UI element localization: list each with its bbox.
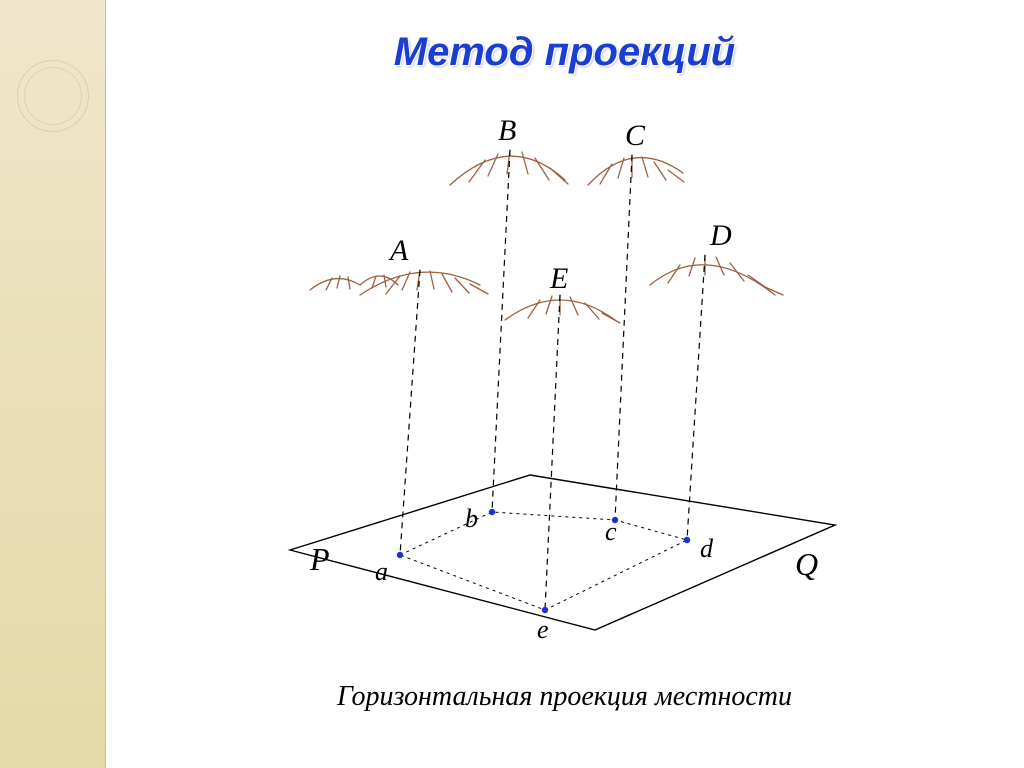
projected-polygon — [400, 512, 687, 610]
slide-title: Метод проекций — [105, 30, 1024, 75]
label-b: b — [465, 504, 478, 533]
label-a: a — [375, 557, 388, 586]
label-C: C — [625, 119, 646, 152]
label-D: D — [709, 219, 732, 252]
plane-parallelogram — [290, 475, 835, 630]
proj-line-c — [615, 155, 632, 520]
projection-diagram: A B C D E a b c d e P Q — [250, 120, 870, 700]
label-A: A — [388, 234, 409, 267]
dot-e — [542, 607, 548, 613]
proj-line-e — [545, 295, 560, 610]
peak-d — [650, 255, 783, 295]
hill-small-left — [310, 275, 398, 290]
proj-line-d — [687, 255, 705, 540]
peak-b — [450, 150, 568, 185]
sidebar-decoration — [0, 0, 106, 768]
dot-b — [489, 509, 495, 515]
label-c: c — [605, 517, 617, 546]
peak-e — [505, 295, 620, 323]
plane-label-q: Q — [795, 546, 818, 582]
dot-a — [397, 552, 403, 558]
label-e: e — [537, 615, 549, 644]
peak-c — [588, 155, 684, 185]
label-E: E — [549, 262, 568, 295]
proj-line-b — [492, 150, 510, 512]
dot-d — [684, 537, 690, 543]
label-d: d — [700, 534, 714, 563]
peak-a — [360, 270, 488, 295]
label-B: B — [498, 114, 516, 147]
diagram-caption: Горизонтальная проекция местности — [105, 681, 1024, 713]
diagram-svg: A B C D E a b c d e P Q — [250, 120, 870, 680]
plane-label-p: P — [309, 541, 330, 577]
